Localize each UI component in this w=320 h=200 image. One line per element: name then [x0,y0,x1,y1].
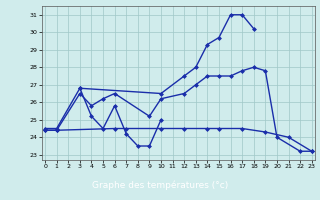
Text: Graphe des températures (°c): Graphe des températures (°c) [92,180,228,190]
